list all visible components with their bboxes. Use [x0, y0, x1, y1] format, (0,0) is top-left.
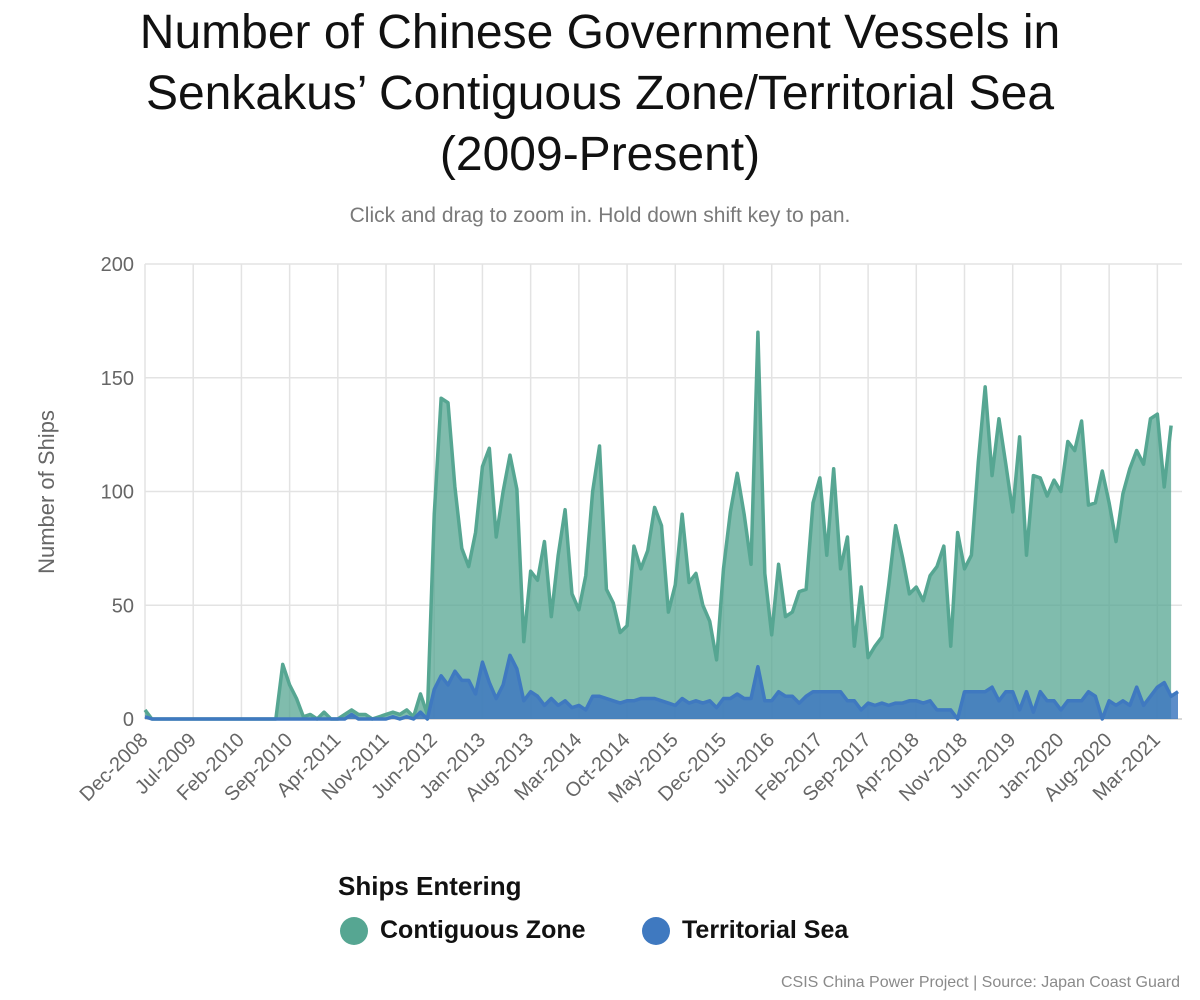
- y-tick-label: 0: [123, 709, 134, 731]
- y-tick-label: 200: [101, 254, 134, 276]
- chart-title-line: Number of Chinese Government Vessels in: [139, 6, 1061, 59]
- chart-title: Number of Chinese Government Vessels in …: [0, 0, 1200, 185]
- chart-title-line: Senkakus’ Contiguous Zone/Territorial Se…: [145, 67, 1055, 120]
- legend-item-contiguous-zone[interactable]: Contiguous Zone: [340, 916, 586, 945]
- legend-dot-icon: [340, 916, 368, 945]
- area-layer: [143, 330, 1179, 721]
- chart-subtitle: Click and drag to zoom in. Hold down shi…: [349, 204, 851, 227]
- legend-label: Contiguous Zone: [380, 916, 586, 944]
- legend-title: Ships Entering: [338, 871, 522, 901]
- legend-label: Territorial Sea: [682, 916, 849, 944]
- legend-item-territorial-sea[interactable]: Territorial Sea: [642, 916, 848, 945]
- y-tick-label: 150: [101, 368, 134, 390]
- series-area-contiguous-zone[interactable]: [145, 332, 1172, 719]
- y-tick-label: 100: [101, 482, 134, 504]
- y-axis-label: Number of Ships: [34, 410, 59, 574]
- legend-dot-icon: [642, 916, 670, 945]
- y-tick-label: 50: [112, 595, 134, 617]
- series-line-territorial-sea[interactable]: [144, 653, 1179, 721]
- chart-title-line: (2009-Present): [439, 128, 761, 181]
- chart-credits[interactable]: CSIS China Power Project | Source: Japan…: [780, 974, 1180, 991]
- chart-plot-area[interactable]: 050100150200Dec-2008Jul-2009Feb-2010Sep-…: [0, 0, 1200, 870]
